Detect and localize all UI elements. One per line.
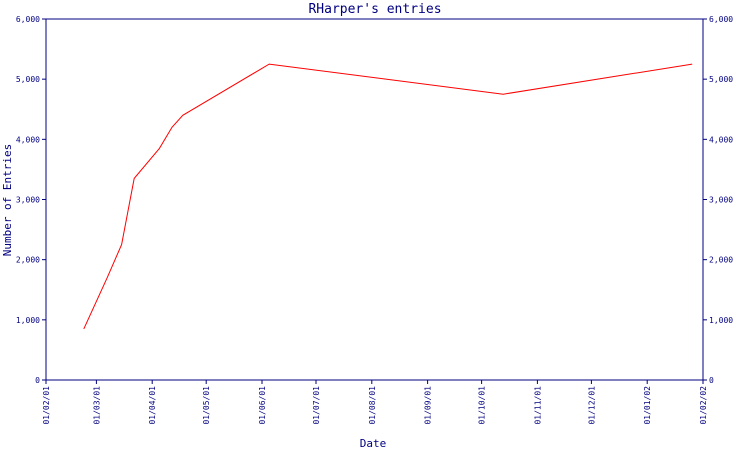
x-tick-label: 01/01/02 [643,386,652,425]
x-tick-label: 01/11/01 [533,386,542,425]
y-tick-label-right: 6,000 [709,15,733,24]
y-tick-label-left: 4,000 [16,135,40,144]
x-tick-label: 01/03/01 [92,386,101,425]
x-tick-label: 01/02/02 [699,386,708,425]
x-tick-label: 01/05/01 [202,386,211,425]
x-tick-label: 01/10/01 [478,386,487,425]
y-ticks-right: 0 1,000 2,000 3,000 4,000 5,000 6,000 [703,15,733,385]
x-tick-label: 01/06/01 [258,386,267,425]
y-tick-label-right: 0 [709,376,714,385]
y-tick-label-left: 1,000 [16,316,40,325]
y-tick-label-right: 1,000 [709,316,733,325]
y-tick-label-left: 5,000 [16,75,40,84]
y-tick-label-right: 4,000 [709,135,733,144]
series-layer [83,63,693,330]
series-line [83,63,693,330]
x-tick-label: 01/07/01 [312,386,321,425]
x-tick-label: 01/08/01 [368,386,377,425]
y-tick-label-right: 2,000 [709,256,733,265]
y-tick-label-left: 0 [35,376,40,385]
x-tick-label: 01/09/01 [424,386,433,425]
y-ticks-left: 0 1,000 2,000 3,000 4,000 5,000 6,000 [16,15,46,385]
y-tick-label-left: 6,000 [16,15,40,24]
y-axis-label: Number of Entries [1,144,14,257]
x-tick-label: 01/02/01 [42,386,51,425]
x-tick-label: 01/04/01 [148,386,157,425]
chart-title: RHarper's entries [308,2,441,17]
y-tick-label-left: 2,000 [16,256,40,265]
x-ticks: 01/02/01 01/03/01 01/04/01 01/05/01 01/06/01… [42,380,708,425]
x-tick-label: 01/12/01 [587,386,596,425]
x-axis-label: Date [360,437,387,450]
y-tick-label-right: 5,000 [709,75,733,84]
y-tick-label-right: 3,000 [709,196,733,205]
plot-frame [45,18,704,381]
y-tick-label-left: 3,000 [16,196,40,205]
